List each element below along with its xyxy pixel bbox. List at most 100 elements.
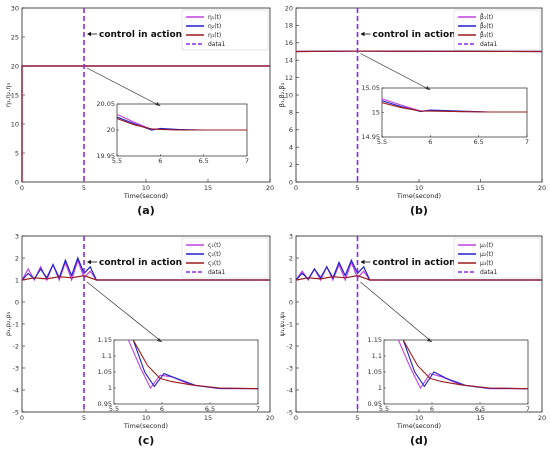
y-tick-label: 8 <box>289 109 293 117</box>
y-tick-label: -2 <box>287 342 293 350</box>
inset-x-tick-label: 6.5 <box>205 405 215 413</box>
y-tick-label: -1 <box>287 320 293 328</box>
inset-series-line-3 <box>382 102 527 113</box>
y-tick-label: -3 <box>13 364 19 372</box>
inset-x-tick-label: 6 <box>160 405 164 413</box>
y-tick-label: 12 <box>285 74 293 82</box>
inset-y-tick-label: 20 <box>107 126 115 134</box>
y-tick-label: 0 <box>289 298 293 306</box>
legend-entry: ς₃(t) <box>208 260 221 267</box>
legend-entry: μ₁(t) <box>480 242 493 249</box>
legend-entry: data1 <box>208 269 226 276</box>
inset-x-tick-label: 6 <box>428 138 432 146</box>
x-tick-label: 15 <box>204 414 212 422</box>
y-tick-label: 25 <box>11 33 19 41</box>
inset-x-tick-label: 6.5 <box>475 405 485 413</box>
y-tick-label: -2 <box>13 342 19 350</box>
legend-entry: data1 <box>208 41 226 48</box>
zoom-pointer-head <box>157 338 162 342</box>
y-tick-label: 0 <box>289 178 293 186</box>
y-tick-label: 20 <box>11 62 19 70</box>
x-tick-label: 10 <box>142 414 150 422</box>
inset-y-tick-label: 1.05 <box>368 368 382 376</box>
x-tick-label: 0 <box>294 184 298 192</box>
inset-y-tick-label: 1.05 <box>98 368 112 376</box>
y-tick-label: 3 <box>15 232 19 240</box>
y-tick-label: -1 <box>13 320 19 328</box>
inset-frame <box>383 339 529 405</box>
y-tick-label: 20 <box>285 4 293 12</box>
y-tick-label: 0 <box>15 178 19 186</box>
legend-entry: η₁(t) <box>208 14 221 21</box>
y-tick-label: 6 <box>289 126 293 134</box>
y-tick-label: 1 <box>289 276 293 284</box>
inset-y-tick-label: 0.95 <box>98 400 112 408</box>
inset-y-tick-label: 15 <box>372 109 380 117</box>
legend-entry: η₂(t) <box>208 23 221 30</box>
legend-entry: data1 <box>480 269 498 276</box>
inset-x-tick-label: 5.5 <box>379 405 389 413</box>
inset-series-line-3 <box>117 118 247 131</box>
zoom-pointer-line <box>86 67 161 107</box>
annotation-arrowhead <box>87 259 91 265</box>
x-tick-label: 15 <box>476 414 484 422</box>
y-axis-label: β₁,β₂,β₃ <box>278 82 286 107</box>
x-axis-label: Time(second) <box>123 192 168 200</box>
zoom-pointer-head <box>425 86 431 90</box>
x-tick-label: 10 <box>142 184 150 192</box>
inset-x-tick-label: 6 <box>430 405 434 413</box>
y-tick-label: 18 <box>285 22 293 30</box>
inset-series-line-3 <box>132 340 258 390</box>
x-tick-label: 5 <box>82 184 86 192</box>
inset-y-tick-label: 1.15 <box>98 336 112 344</box>
series-line-3 <box>21 65 270 182</box>
series-line-2 <box>21 256 270 281</box>
x-tick-label: 20 <box>538 184 546 192</box>
inset-x-tick-label: 5.5 <box>377 138 387 146</box>
x-axis-label: Time(second) <box>396 192 441 200</box>
inset-plot: 5.5 6 6.5 7 14.95 15 15.05 <box>361 84 529 146</box>
legend-entry: ς₁(t) <box>208 242 221 249</box>
y-axis-label: ρ₁,ρ₂,ρ₃ <box>4 311 12 336</box>
chart-panel-3: 0 5 10 15 20 -5 -4 -3 -2 -1 0 1 2 3 Time(second) ρ₁,ρ₂,… <box>4 232 274 447</box>
x-tick-label: 5 <box>82 414 86 422</box>
y-tick-label: -5 <box>13 408 19 416</box>
panel-label: (b) <box>410 204 428 217</box>
y-tick-label: 2 <box>15 254 19 262</box>
inset-plot: 5.5 6 6.5 7 0.95 1 1.05 1.1 1.15 <box>368 336 531 413</box>
legend-entry: μ₂(t) <box>480 251 493 258</box>
inset-x-tick-label: 7 <box>526 405 530 413</box>
legend-entry: η₃(t) <box>208 32 221 39</box>
x-axis-label: Time(second) <box>396 422 441 430</box>
x-tick-label: 0 <box>20 414 24 422</box>
annotation-arrowhead <box>360 31 365 37</box>
series-line-3 <box>295 274 542 281</box>
x-tick-label: 10 <box>415 414 423 422</box>
chart-panel-2: 0 5 10 15 20 0 2 4 6 8 10 12 14 16 18 20 Time(second) β₁,… <box>278 4 546 217</box>
y-axis-label: η₁,η₂,η₃ <box>4 82 12 107</box>
x-tick-label: 10 <box>415 184 423 192</box>
y-tick-label: -5 <box>287 408 293 416</box>
inset-series-line-3 <box>402 340 528 390</box>
x-tick-label: 20 <box>266 414 274 422</box>
x-tick-label: 0 <box>294 414 298 422</box>
x-tick-label: 20 <box>538 414 546 422</box>
legend-entry: β̂₃(t) <box>480 32 493 39</box>
x-axis-label: Time(second) <box>123 422 168 430</box>
inset-x-tick-label: 7 <box>256 405 260 413</box>
annotation-control-in-action: control in action <box>99 30 182 40</box>
y-tick-label: 1 <box>15 276 19 284</box>
y-tick-label: 2 <box>289 254 293 262</box>
inset-x-tick-label: 7 <box>245 157 249 165</box>
chart-panel-4: 0 5 10 15 20 -5 -4 -3 -2 -1 0 1 2 3 Time(second) ψ₁,ψ₂,… <box>278 232 546 447</box>
y-tick-label: -4 <box>13 386 19 394</box>
y-tick-label: 10 <box>285 91 293 99</box>
inset-plot: 5.5 6 6.5 7 19.95 20 20.05 <box>96 100 249 165</box>
inset-y-tick-label: 1.1 <box>102 352 112 360</box>
chart-panel-1: 0 5 10 15 20 0 5 10 15 20 25 30 Time(second) η₁,η₂,η₃… <box>4 4 274 217</box>
inset-x-tick-label: 6.5 <box>473 138 483 146</box>
y-tick-label: 0 <box>15 298 19 306</box>
panel-label: (c) <box>138 434 155 447</box>
series-line-2 <box>295 258 542 281</box>
